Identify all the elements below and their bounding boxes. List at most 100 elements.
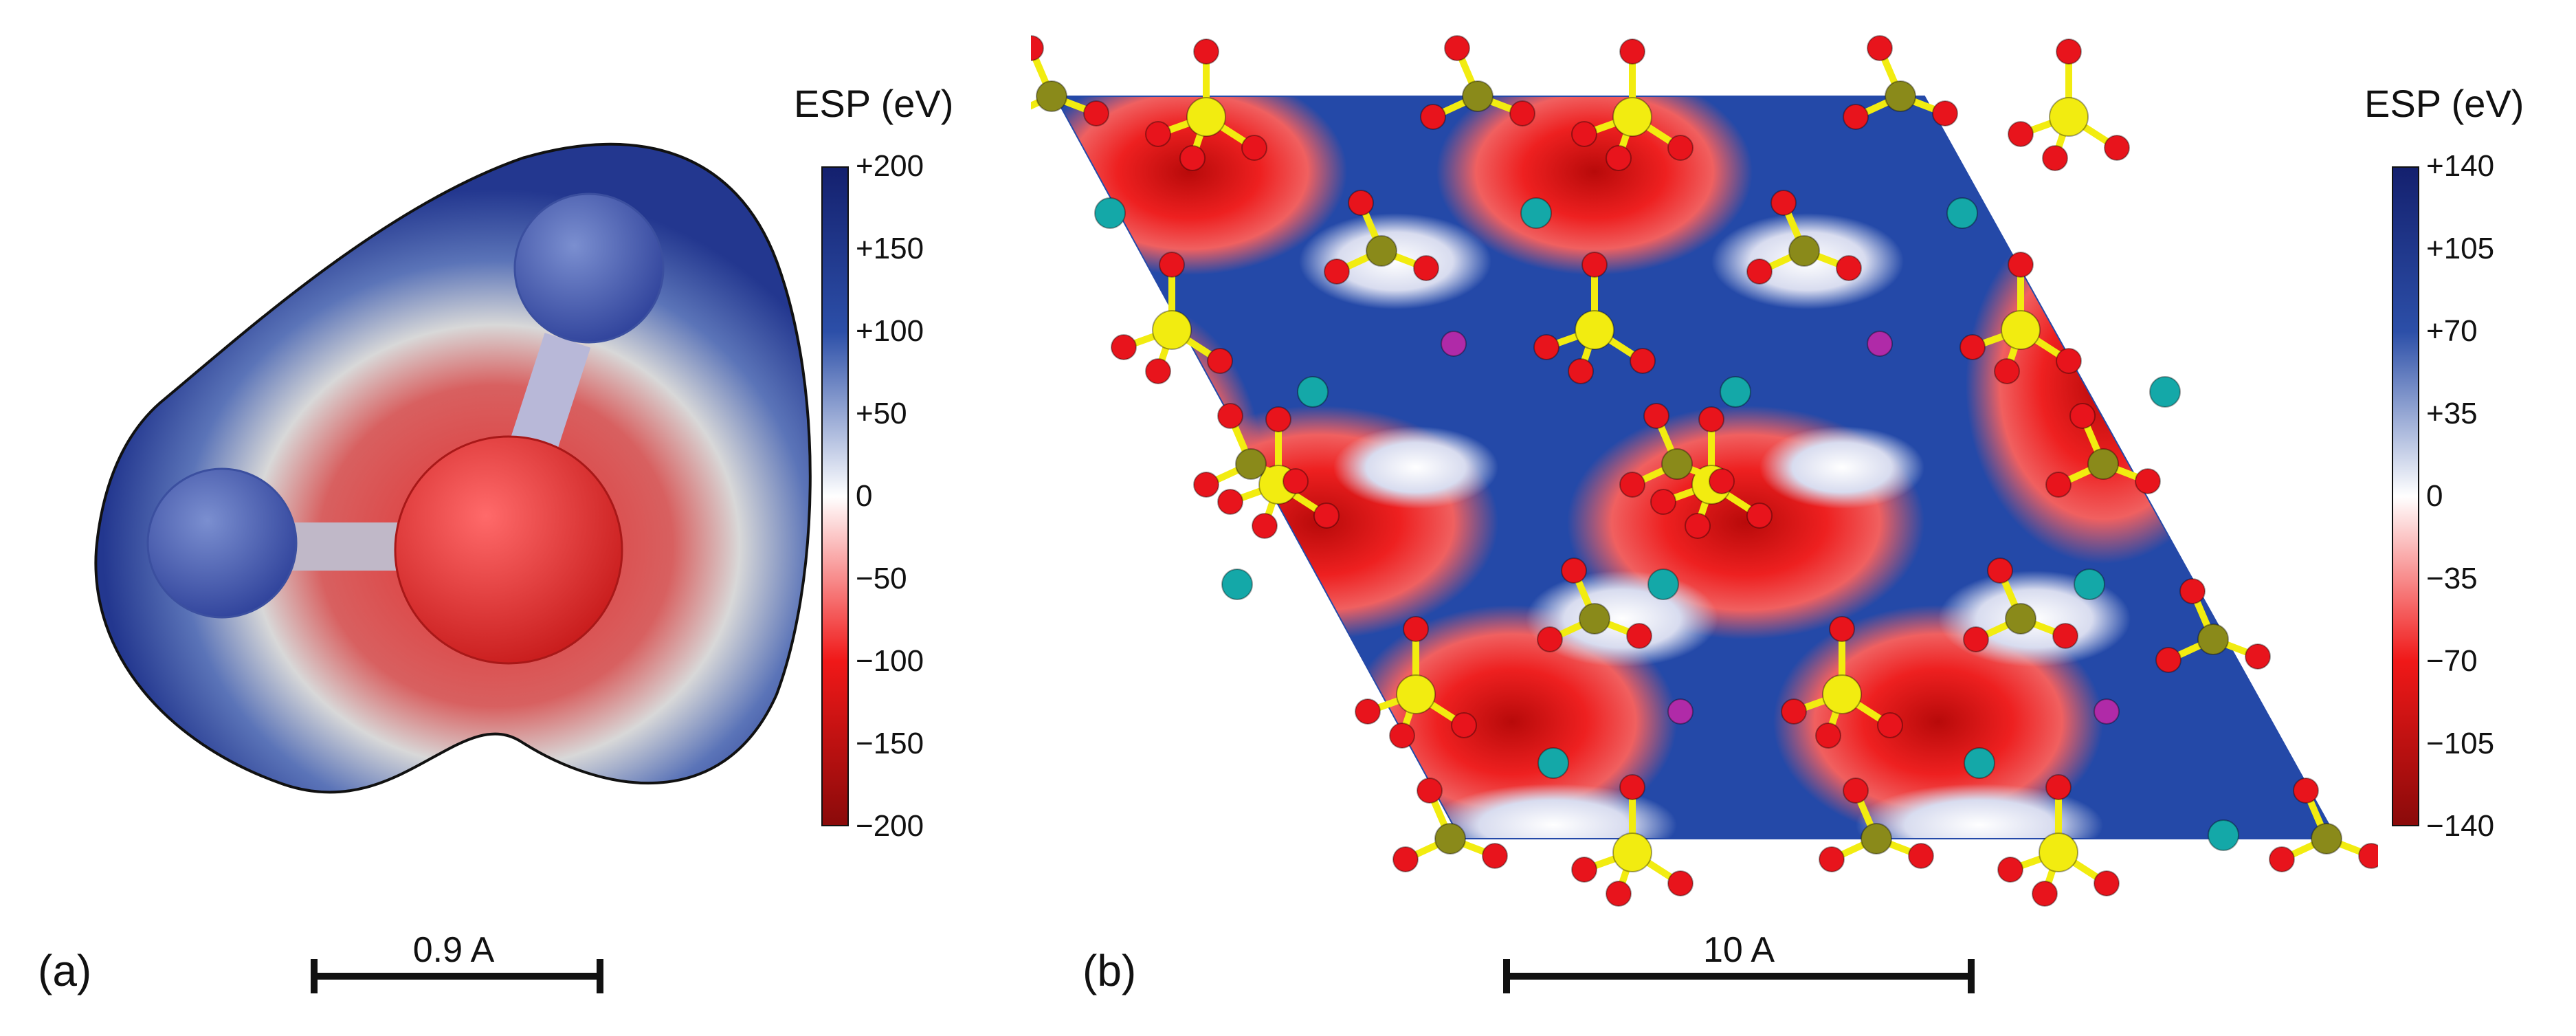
panel-b-label: (b) [1082,946,1137,995]
oxygen-atom [1746,258,1773,285]
oxygen-atom [1626,623,1652,649]
oxygen-atom [1207,348,1233,374]
colorbar-b [2392,166,2419,826]
oxygen-atom [1867,35,1893,61]
oxygen-atom [1815,723,1841,749]
colorbar-b-ticks: +140 +105 +70 +35 0 −35 −70 −105 −140 [2426,149,2564,843]
oxygen-atom [1537,626,1563,652]
oxygen-atom [2269,846,2295,872]
sulfur-atom [2039,833,2078,872]
oxygen-atom [1581,252,1608,278]
cyan-cation [1964,747,1995,779]
oxygen-atom [1877,712,1903,738]
magenta-cation [1867,331,1893,357]
panel-b: ESP (eV) +140 +105 +70 +35 0 −35 −70 −105 −140 (… [1031,0,2576,1036]
oxygen-atom [1619,472,1645,498]
oxygen-atom [1819,846,1845,872]
colorbar-tick-label: −70 [2426,644,2478,678]
oxygen-atom [1265,406,1291,432]
oxygen-atom [1159,252,1185,278]
oxygen-atom [1031,35,1044,61]
oxygen-atom [1482,843,1508,869]
sulfur-atom [1396,674,1436,714]
oxygen-atom [1241,135,1267,161]
sulfur-atom [1186,97,1226,137]
oxygen-atom [1709,468,1735,494]
cyan-cation [2149,376,2181,408]
oxygen-atom [1392,846,1419,872]
neutral-region [1333,426,1498,509]
oxygen-atom [1451,712,1477,738]
magenta-cation [2094,698,2120,725]
carbon-atom [2005,603,2036,635]
oxygen-atom [1619,774,1645,800]
oxygen-atom [1994,358,2020,384]
oxygen-atom [1145,358,1171,384]
colorbar-tick-label: −150 [856,727,924,760]
oxygen-atom [1568,358,1594,384]
cyan-cation [1537,747,1569,779]
oxygen-atom [1606,145,1632,171]
neutral-region [1430,784,1677,839]
negative-region [1966,206,2241,564]
water-esp-surface [94,142,812,794]
carbon-atom [1462,80,1494,112]
sulfur-atom [1822,674,1862,714]
neutral-region [1526,571,1718,667]
sulfur-atom [1152,310,1192,350]
carbon-atom [1366,235,1397,267]
oxygen-atom [1959,334,1986,360]
magenta-cation [1667,698,1694,725]
oxygen-atom [1932,100,1958,126]
colorbar-a [821,166,849,826]
oxygen-atom [2179,578,2206,604]
colorbar-b-title: ESP (eV) [2364,82,2524,125]
oxygen-atom [2094,870,2120,896]
colorbar-a-title: ESP (eV) [794,82,954,125]
oxygen-atom [1417,778,1443,804]
carbon-atom [2197,624,2229,655]
magenta-cation [1441,331,1467,357]
carbon-atom [1788,235,1820,267]
oxygen-atom [2056,38,2082,65]
cyan-cation [2208,819,2239,851]
oxygen-atom [1193,38,1219,65]
oxygen-atom [2042,145,2068,171]
oxygen-atom [1533,334,1559,360]
colorbar-a-ticks: +200 +150 +100 +50 0 −50 −100 −150 −200 [856,149,993,843]
oxygen-atom [1698,406,1724,432]
oxygen-atom [2045,774,2072,800]
oxygen-atom [1179,145,1206,171]
oxygen-atom [1509,100,1535,126]
carbon-atom [2311,823,2342,855]
oxygen-atom [2104,135,2130,161]
oxygen-atom [1111,334,1137,360]
carbon-atom [1235,448,1267,480]
oxygen-atom [1313,503,1340,529]
scale-bar-b [1503,959,1975,993]
oxygen-atom [2008,252,2034,278]
oxygen-atom [1217,403,1243,429]
oxygen-atom [1403,616,1429,642]
carbon-atom [1861,823,1892,855]
oxygen-atom [1571,121,1597,147]
cyan-cation [1221,569,1253,600]
oxygen-atom [1829,616,1855,642]
oxygen-atom [1619,38,1645,65]
oxygen-atom [1283,468,1309,494]
oxygen-atom [1606,881,1632,907]
oxygen-atom [1843,104,1869,130]
oxygen-atom [1355,698,1381,725]
panel-a: ESP (eV) +200 +150 +100 +50 0 −50 −100 −150 −200… [0,0,1031,1036]
colorbar-tick-label: +70 [2426,314,2478,348]
oxygen-atom [2155,647,2181,673]
oxygen-atom [1667,135,1694,161]
neutral-region [1856,784,2103,839]
oxygen-atom [1252,513,1278,539]
hydrogen-atom-left [146,467,298,619]
scale-bar-a-label: 0.9 A [412,930,495,970]
cyan-cation [1297,376,1329,408]
scale-bar-b-label: 10 A [1702,930,1775,970]
colorbar-tick-label: 0 [2426,479,2443,513]
colorbar-tick-label: +100 [856,314,924,348]
